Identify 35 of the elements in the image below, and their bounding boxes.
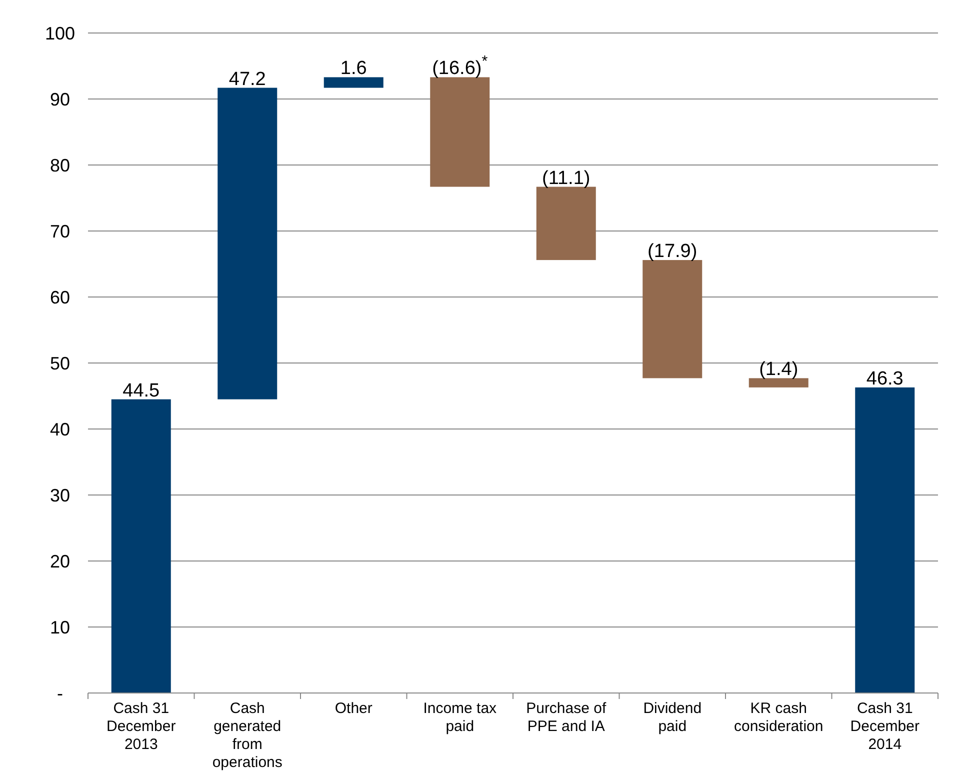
data-label: (11.1) xyxy=(542,168,590,189)
y-tick-label: 20 xyxy=(50,551,70,572)
y-tick-label: 10 xyxy=(50,617,70,638)
y-tick-label: 60 xyxy=(50,287,70,308)
x-tick-label: Other xyxy=(334,700,372,717)
y-tick-label: 90 xyxy=(50,89,70,110)
bar xyxy=(324,77,384,88)
y-tick-label: 100 xyxy=(44,23,76,44)
y-tick-label: 70 xyxy=(50,221,70,242)
bar xyxy=(111,399,171,693)
data-label: (16.6)$^{*}$ xyxy=(432,52,488,80)
data-label: 1.6 xyxy=(340,58,367,80)
y-tick-label: 30 xyxy=(50,485,70,506)
bar xyxy=(748,378,808,388)
y-tick-label: - xyxy=(57,683,63,704)
data-label: 47.2 xyxy=(228,68,266,90)
x-tick-label: Income tax paid xyxy=(423,700,498,735)
data-label: (1.4) xyxy=(759,359,798,380)
x-tick-label: Cash 31 December 2014 xyxy=(850,700,920,753)
data-label: 44.5 xyxy=(122,380,160,402)
x-tick-label: Cash 31 December 2013 xyxy=(106,700,176,753)
y-tick-label: 50 xyxy=(50,353,70,374)
y-tick-label: 80 xyxy=(50,155,70,176)
bar xyxy=(642,260,702,378)
x-tick-label: Dividend paid xyxy=(643,700,702,735)
x-tick-label: KR cash consideration xyxy=(734,700,824,735)
bar xyxy=(430,77,490,187)
bar xyxy=(536,186,596,260)
bar xyxy=(855,387,915,693)
y-tick-label: 40 xyxy=(50,419,70,440)
data-label: 46.3 xyxy=(866,368,904,390)
x-tick-label: Purchase of PPE and IA xyxy=(526,700,607,735)
bar xyxy=(218,88,278,400)
x-tick-label: Cash generated from operations xyxy=(212,700,282,771)
data-label: (17.9) xyxy=(648,241,698,262)
